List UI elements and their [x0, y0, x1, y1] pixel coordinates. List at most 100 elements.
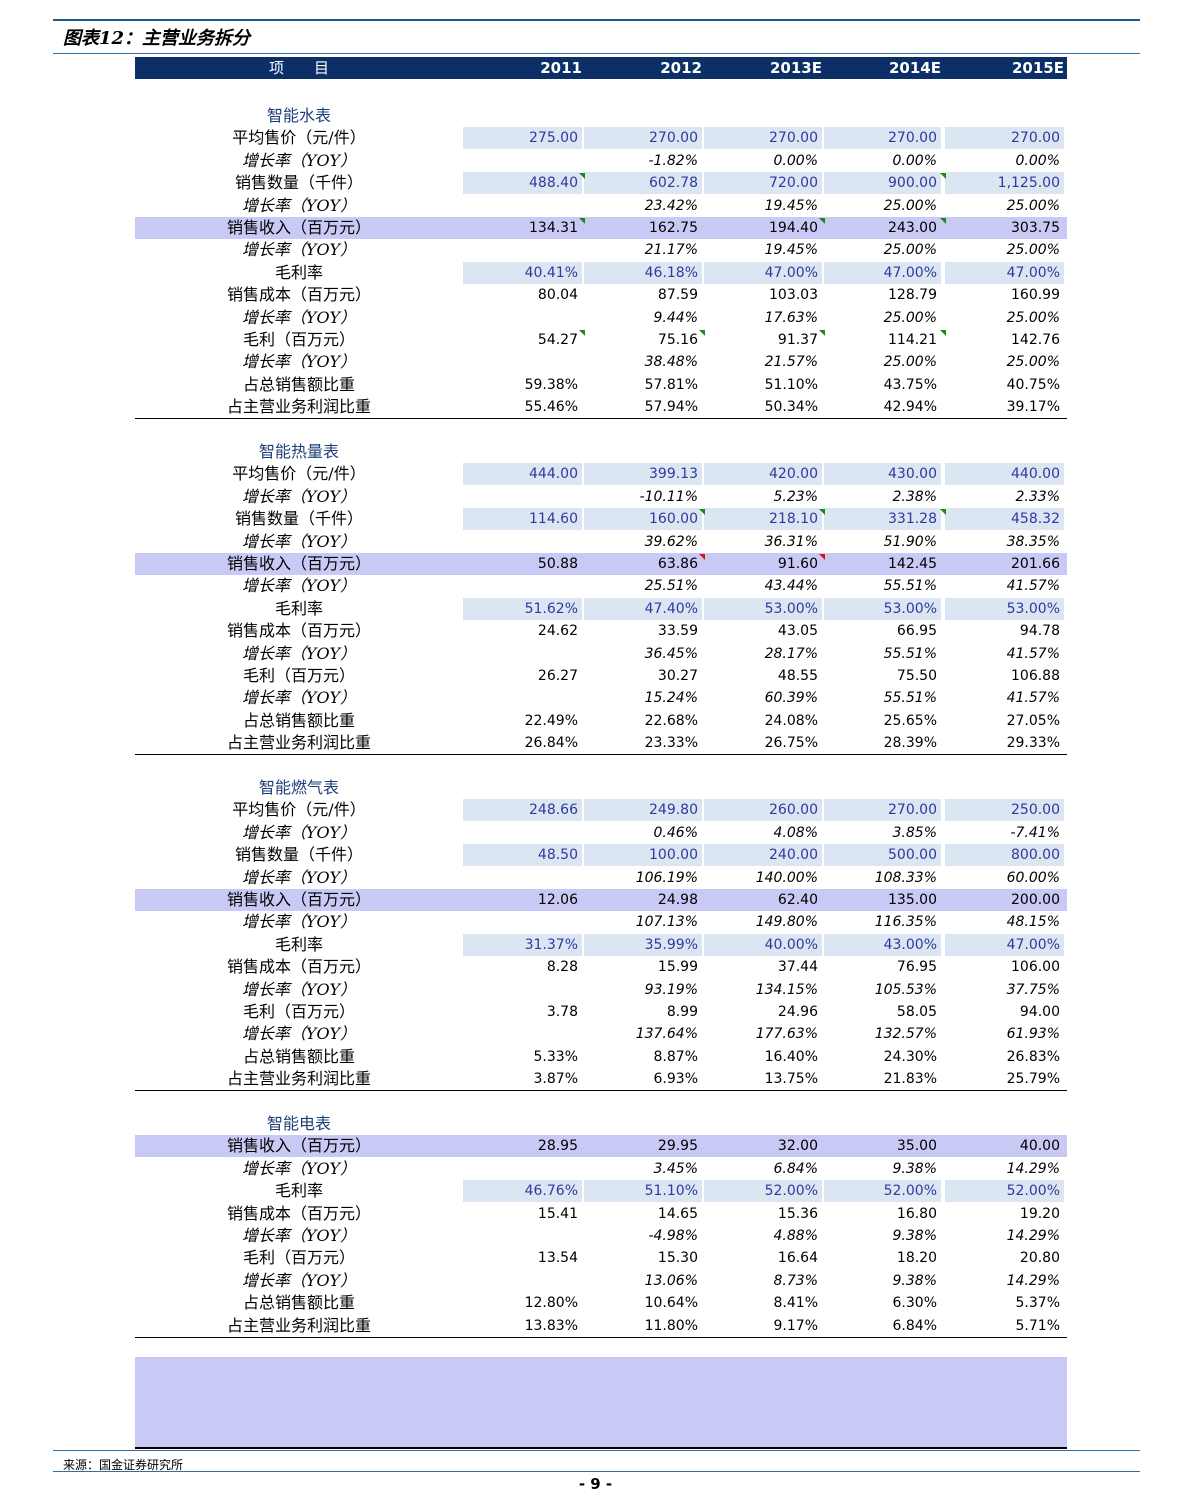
value-cell: 21.57%	[764, 354, 818, 371]
value-cell: 8.99	[666, 1004, 698, 1020]
value-cell: 37.75%	[1006, 981, 1060, 998]
table-row: 增长率（YOY） 39.62% 36.31% 51.90% 38.35%	[135, 531, 1067, 553]
table-row: 销售收入（百万元） 12.06 24.98 62.40 135.00 200.00	[135, 889, 1067, 911]
value-cell: 52.00%	[945, 1180, 1064, 1203]
value-cell	[463, 1023, 582, 1045]
table-row: 销售成本（百万元） 24.62 33.59 43.05 66.95 94.78	[135, 620, 1067, 642]
value-cell: 28.95	[537, 1138, 578, 1155]
row-label: 毛利率	[274, 934, 323, 954]
row-label: 增长率（YOY）	[241, 486, 357, 506]
table-row: 销售数量（千件） 488.40 602.78 720.00 900.00 1,125.00	[135, 172, 1067, 195]
value-cell: 6.84%	[773, 1160, 818, 1177]
value-cell: 24.30%	[883, 1048, 937, 1065]
row-label: 销售收入（百万元）	[226, 554, 371, 573]
value-cell: 270.00	[584, 127, 702, 150]
comment-flag-icon	[699, 509, 705, 516]
value-cell: 15.24%	[644, 690, 698, 707]
value-cell: 24.98	[657, 892, 698, 908]
value-cell: 240.00	[704, 844, 822, 867]
table-row: 销售收入（百万元） 134.31 162.75 194.40 243.00 303.75	[135, 217, 1067, 239]
table-row: 毛利（百万元） 3.78 8.99 24.96 58.05 94.00	[135, 1001, 1067, 1023]
value-cell: 114.21	[888, 332, 937, 348]
value-cell: 16.40%	[764, 1048, 818, 1065]
row-label: 毛利（百万元）	[242, 1248, 355, 1268]
row-label: 销售成本（百万元）	[226, 957, 371, 977]
value-cell: 160.00	[584, 508, 702, 531]
table-row: 毛利率 40.41% 46.18% 47.00% 47.00% 47.00%	[135, 261, 1067, 284]
value-cell: 5.33%	[533, 1048, 578, 1065]
table-row: 平均售价（元/件） 444.00 399.13 420.00 430.00 440.00	[135, 463, 1067, 486]
value-cell	[463, 351, 582, 373]
comment-flag-icon	[940, 218, 946, 224]
table-row: 占总销售额比重 5.33% 8.87% 16.40% 24.30% 26.83%	[135, 1046, 1067, 1068]
value-cell: 25.00%	[883, 242, 937, 259]
comment-flag-icon	[699, 330, 705, 336]
row-label: 占总销售额比重	[242, 1293, 355, 1313]
value-cell: 107.13%	[635, 914, 698, 931]
value-cell: 275.00	[463, 127, 582, 150]
value-cell: 29.95	[657, 1138, 698, 1155]
value-cell: 149.80%	[755, 914, 818, 931]
value-cell: 25.51%	[644, 578, 698, 595]
value-cell: 249.80	[584, 799, 702, 822]
value-cell: 52.00%	[704, 1180, 822, 1203]
value-cell	[463, 150, 582, 172]
header-year-2015e: 2015E	[1012, 59, 1064, 77]
row-label: 增长率（YOY）	[241, 531, 357, 551]
row-label: 占总销售额比重	[242, 1046, 355, 1066]
table-row: 增长率（YOY） 93.19% 134.15% 105.53% 37.75%	[135, 979, 1067, 1001]
table-row: 销售成本（百万元） 80.04 87.59 103.03 128.79 160.99	[135, 284, 1067, 306]
value-cell: 14.29%	[1006, 1272, 1060, 1289]
row-label: 占总销售额比重	[242, 710, 355, 730]
row-label: 增长率（YOY）	[241, 1226, 357, 1245]
value-cell: 55.46%	[524, 399, 578, 416]
table-row: 增长率（YOY） 25.51% 43.44% 55.51% 41.57%	[135, 575, 1067, 597]
row-label: 增长率（YOY）	[241, 912, 357, 932]
header-item-label: 项 目	[268, 59, 329, 77]
row-label: 销售数量（千件）	[234, 845, 363, 865]
row-label: 智能燃气表	[258, 778, 339, 797]
value-cell: 5.23%	[773, 488, 818, 505]
value-cell: 105.53%	[874, 981, 937, 998]
value-cell: 33.59	[657, 623, 698, 640]
value-cell: 8.28	[546, 959, 578, 976]
value-cell: 270.00	[824, 127, 941, 150]
value-cell: 9.38%	[892, 1228, 937, 1244]
row-label: 增长率（YOY）	[241, 576, 357, 596]
value-cell: 35.99%	[584, 933, 702, 956]
value-cell: 430.00	[824, 463, 941, 486]
value-cell: 47.00%	[824, 261, 941, 284]
value-cell: 38.48%	[644, 354, 698, 371]
value-cell: 399.13	[584, 463, 702, 486]
value-cell: 40.75%	[1006, 376, 1060, 393]
value-cell: 22.68%	[644, 712, 698, 729]
header-year-2011: 2011	[540, 59, 582, 77]
table-row: 增长率（YOY） 107.13% 149.80% 116.35% 48.15%	[135, 911, 1067, 933]
value-cell: 194.40	[769, 220, 818, 236]
value-cell: 40.00%	[704, 933, 822, 956]
value-cell: 19.45%	[764, 197, 818, 214]
value-cell: 21.83%	[883, 1071, 937, 1088]
row-label: 毛利率	[274, 1181, 323, 1201]
value-cell: 15.36	[777, 1205, 818, 1222]
value-cell: 51.10%	[764, 376, 818, 393]
value-cell: 5.71%	[1015, 1317, 1060, 1334]
table-row: 占主营业务利润比重 55.46% 57.94% 50.34% 42.94% 39.17%	[135, 396, 1067, 420]
table-header: 项 目 2011 2012 2013E 2014E 2015E	[135, 57, 1067, 79]
row-label: 销售数量（千件）	[234, 509, 363, 529]
footer-rule-top	[53, 1450, 1140, 1451]
value-cell: 201.66	[1011, 556, 1060, 572]
table-row: 增长率（YOY） 13.06% 8.73% 9.38% 14.29%	[135, 1270, 1067, 1292]
value-cell: 200.00	[1011, 892, 1060, 908]
value-cell: 602.78	[584, 172, 702, 195]
row-label: 占主营业务利润比重	[226, 397, 371, 417]
value-cell: 13.83%	[524, 1317, 578, 1334]
value-cell: 900.00	[824, 172, 941, 195]
table-row: 占总销售额比重 12.80% 10.64% 8.41% 6.30% 5.37%	[135, 1292, 1067, 1314]
value-cell	[463, 531, 582, 553]
row-label: 增长率（YOY）	[241, 352, 357, 372]
table-row: 销售成本（百万元） 15.41 14.65 15.36 16.80 19.20	[135, 1203, 1067, 1225]
value-cell: 60.00%	[1006, 869, 1060, 886]
value-cell: 10.64%	[644, 1295, 698, 1312]
